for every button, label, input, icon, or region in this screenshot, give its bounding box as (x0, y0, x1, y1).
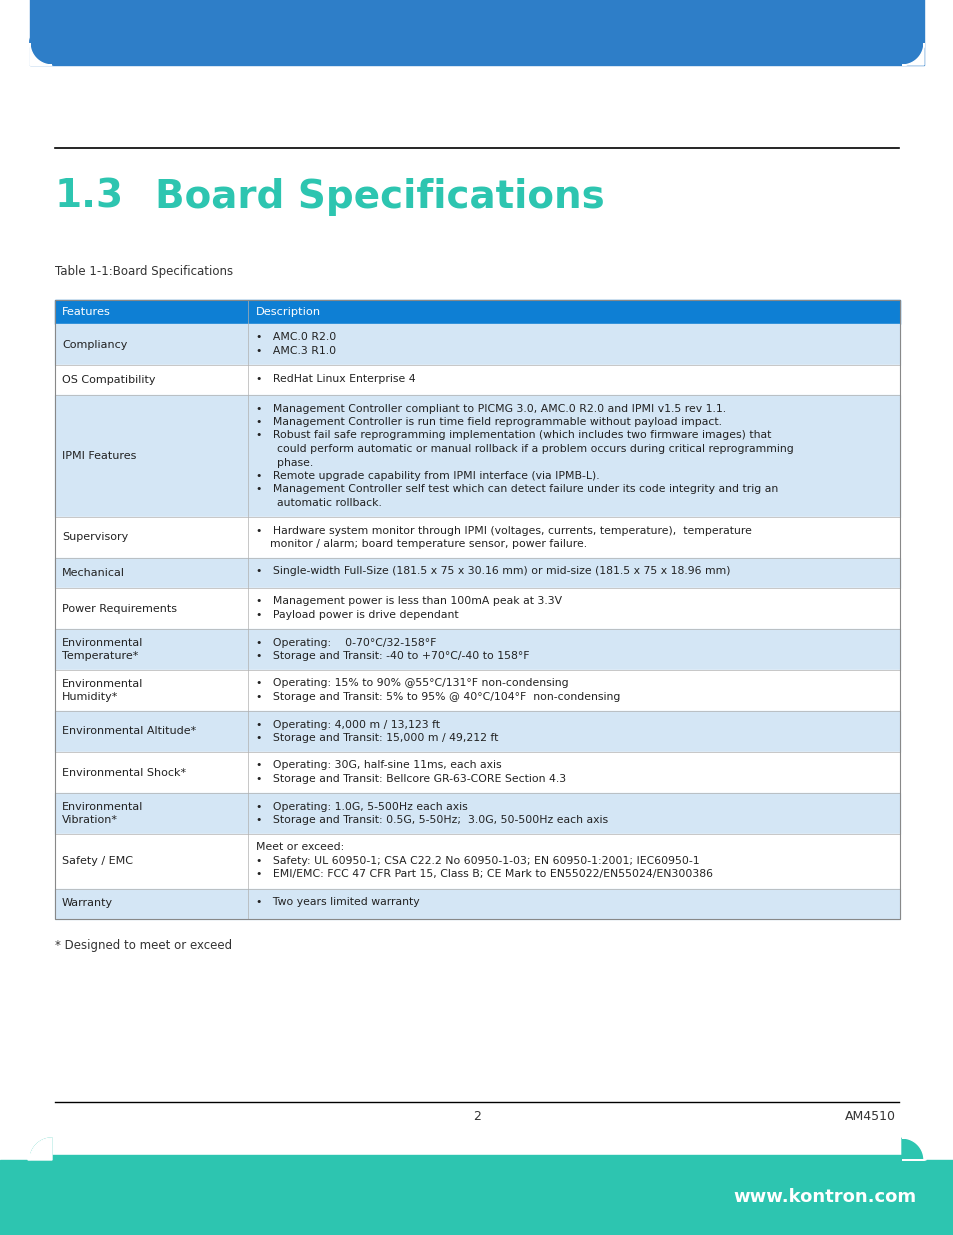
Text: * Designed to meet or exceed: * Designed to meet or exceed (55, 939, 232, 951)
Text: could perform automatic or manual rollback if a problem occurs during critical r: could perform automatic or manual rollba… (255, 445, 793, 454)
Text: •   Management Controller compliant to PICMG 3.0, AMC.0 R2.0 and IPMI v1.5 rev 1: • Management Controller compliant to PIC… (255, 404, 725, 414)
Text: •   Payload power is drive dependant: • Payload power is drive dependant (255, 610, 458, 620)
Text: Environmental
Temperature*: Environmental Temperature* (62, 638, 143, 661)
Text: •   Single-width Full-Size (181.5 x 75 x 30.16 mm) or mid-size (181.5 x 75 x 18.: • Single-width Full-Size (181.5 x 75 x 3… (255, 567, 730, 577)
Bar (55, 629, 899, 671)
Polygon shape (901, 1136, 925, 1160)
Bar (30, 0, 923, 65)
Text: •   AMC.3 R1.0: • AMC.3 R1.0 (255, 346, 335, 356)
Text: •   Storage and Transit: 5% to 95% @ 40°C/104°F  non-condensing: • Storage and Transit: 5% to 95% @ 40°C/… (255, 692, 619, 701)
Polygon shape (28, 1136, 52, 1160)
Text: phase.: phase. (255, 457, 313, 468)
Text: Environmental Shock*: Environmental Shock* (62, 767, 186, 778)
Bar (55, 888, 899, 919)
Bar (55, 793, 899, 834)
Text: •   Hardware system monitor through IPMI (voltages, currents, temperature),  tem: • Hardware system monitor through IPMI (… (255, 526, 751, 536)
Text: 1.3: 1.3 (55, 178, 124, 216)
Text: IPMI Features: IPMI Features (62, 451, 136, 461)
Text: Power Requirements: Power Requirements (62, 604, 177, 614)
Bar (55, 395, 899, 517)
Text: •   Safety: UL 60950-1; CSA C22.2 No 60950-1-03; EN 60950-1:2001; IEC60950-1: • Safety: UL 60950-1; CSA C22.2 No 60950… (255, 856, 699, 866)
Polygon shape (30, 1137, 52, 1160)
Bar (55, 671, 899, 711)
Text: www.kontron.com: www.kontron.com (732, 1188, 915, 1207)
Text: Features: Features (62, 308, 111, 317)
Bar (0, 1160, 953, 1235)
Bar (30, 43, 52, 65)
Text: Compliancy: Compliancy (62, 340, 128, 350)
Text: •   Storage and Transit: 15,000 m / 49,212 ft: • Storage and Transit: 15,000 m / 49,212… (255, 734, 497, 743)
Text: •   Operating: 1.0G, 5-500Hz each axis: • Operating: 1.0G, 5-500Hz each axis (255, 802, 467, 811)
Bar (55, 300, 899, 324)
Text: automatic rollback.: automatic rollback. (255, 498, 381, 508)
Text: Warranty: Warranty (62, 899, 113, 909)
Text: •   Management Controller is run time field reprogrammable without payload impac: • Management Controller is run time fiel… (255, 417, 721, 427)
Bar (30, 1155, 923, 1182)
Text: •   Management Controller self test which can detect failure under its code inte: • Management Controller self test which … (255, 484, 778, 494)
Text: •   Storage and Transit: 0.5G, 5-50Hz;  3.0G, 50-500Hz each axis: • Storage and Transit: 0.5G, 5-50Hz; 3.0… (255, 815, 607, 825)
Text: •   AMC.0 R2.0: • AMC.0 R2.0 (255, 332, 335, 342)
Polygon shape (901, 43, 923, 65)
Bar (55, 324, 899, 366)
Polygon shape (30, 43, 52, 65)
Ellipse shape (30, 21, 74, 65)
Bar (55, 558, 899, 588)
Text: Description: Description (255, 308, 321, 317)
Text: •   Operating: 30G, half-sine 11ms, each axis: • Operating: 30G, half-sine 11ms, each a… (255, 761, 501, 771)
Text: •   RedHat Linux Enterprise 4: • RedHat Linux Enterprise 4 (255, 373, 416, 384)
Text: Table 1-1:Board Specifications: Table 1-1:Board Specifications (55, 266, 233, 279)
Text: •   Storage and Transit: -40 to +70°C/-40 to 158°F: • Storage and Transit: -40 to +70°C/-40 … (255, 651, 529, 661)
Text: AM4510: AM4510 (844, 1109, 895, 1123)
Bar (55, 711, 899, 752)
Text: Mechanical: Mechanical (62, 568, 125, 578)
Text: Environmental Altitude*: Environmental Altitude* (62, 726, 196, 736)
Text: •   Storage and Transit: Bellcore GR-63-CORE Section 4.3: • Storage and Transit: Bellcore GR-63-CO… (255, 774, 565, 784)
Text: Environmental
Vibration*: Environmental Vibration* (62, 802, 143, 825)
Polygon shape (901, 1137, 923, 1160)
Text: 2: 2 (473, 1109, 480, 1123)
Bar (55, 834, 899, 888)
Text: OS Compatibility: OS Compatibility (62, 375, 155, 385)
Text: •   Robust fail safe reprogramming implementation (which includes two firmware i: • Robust fail safe reprogramming impleme… (255, 431, 771, 441)
Text: Environmental
Humidity*: Environmental Humidity* (62, 679, 143, 703)
Text: monitor / alarm; board temperature sensor, power failure.: monitor / alarm; board temperature senso… (255, 538, 586, 550)
Text: Supervisory: Supervisory (62, 532, 128, 542)
Text: Board Specifications: Board Specifications (154, 178, 604, 216)
Text: •   Operating: 15% to 90% @55°C/131°F non-condensing: • Operating: 15% to 90% @55°C/131°F non-… (255, 678, 568, 688)
Text: Safety / EMC: Safety / EMC (62, 856, 132, 866)
Bar (55, 588, 899, 629)
Text: •   Remote upgrade capability from IPMI interface (via IPMB-L).: • Remote upgrade capability from IPMI in… (255, 471, 599, 480)
Text: Meet or exceed:: Meet or exceed: (255, 842, 344, 852)
Bar (55, 366, 899, 395)
Ellipse shape (30, 21, 74, 65)
Text: •   Two years limited warranty: • Two years limited warranty (255, 897, 419, 906)
Bar (55, 517, 899, 558)
Bar (55, 300, 899, 919)
Text: •   Operating: 4,000 m / 13,123 ft: • Operating: 4,000 m / 13,123 ft (255, 720, 439, 730)
Text: •   EMI/EMC: FCC 47 CFR Part 15, Class B; CE Mark to EN55022/EN55024/EN300386: • EMI/EMC: FCC 47 CFR Part 15, Class B; … (255, 869, 712, 879)
Bar (55, 752, 899, 793)
Text: •   Management power is less than 100mA peak at 3.3V: • Management power is less than 100mA pe… (255, 597, 561, 606)
Text: •   Operating:    0-70°C/32-158°F: • Operating: 0-70°C/32-158°F (255, 637, 436, 647)
